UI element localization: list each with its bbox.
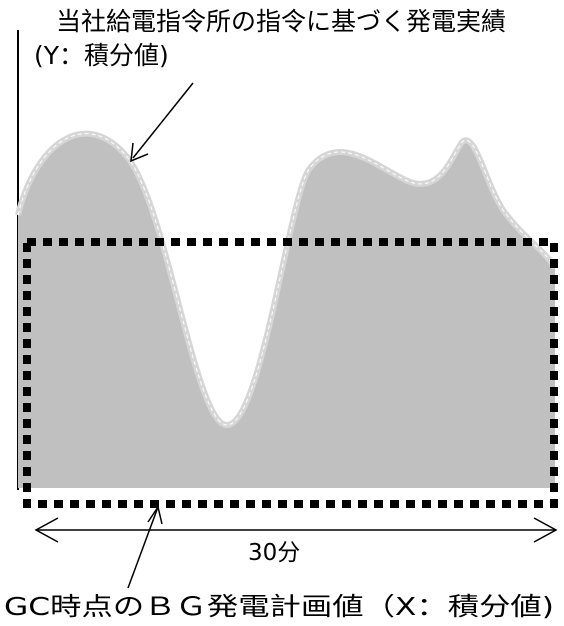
duration-arrow-right-head (533, 517, 558, 543)
actual-generation-area (18, 133, 555, 488)
plan-label-arrowhead (147, 505, 163, 525)
duration-arrow-left-head (34, 517, 59, 543)
actual-label-pointer (132, 82, 194, 159)
duration-label: 30分 (248, 540, 300, 566)
actual-generation-label-line2: (Y：積分値) (34, 41, 169, 70)
actual-generation-label-line1: 当社給電指令所の指令に基づく発電実績 (56, 7, 506, 36)
actual-label-arrowhead (130, 142, 149, 163)
plan-label-pointer (127, 506, 159, 589)
actual-generation-curve-highlight (17, 133, 556, 426)
plan-value-label: GC時点のＢＧ発電計画値（X：積分値) (4, 592, 554, 621)
plan-value-rectangle (23, 238, 558, 508)
